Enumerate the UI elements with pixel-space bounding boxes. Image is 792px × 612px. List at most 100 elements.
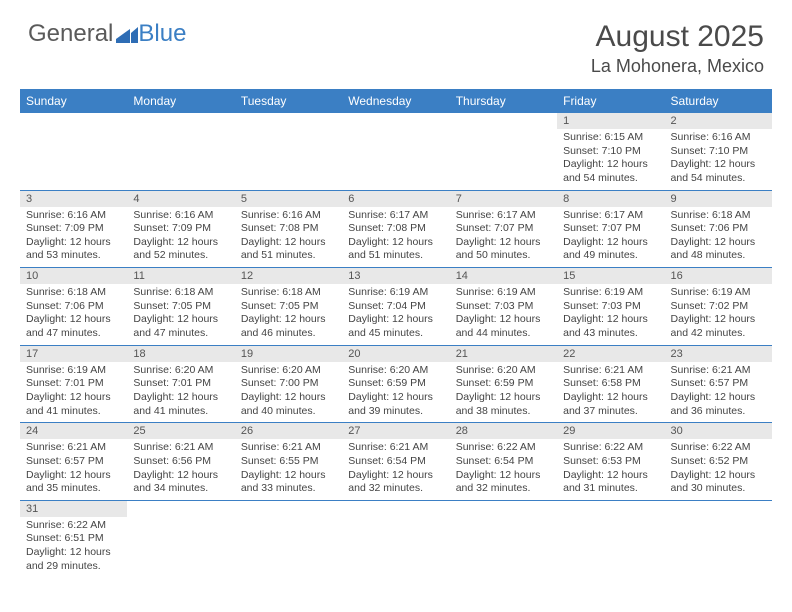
calendar-day-cell: 25Sunrise: 6:21 AMSunset: 6:56 PMDayligh… [127, 423, 234, 501]
calendar-day-cell: 8Sunrise: 6:17 AMSunset: 7:07 PMDaylight… [557, 190, 664, 268]
sunrise-text: Sunrise: 6:18 AM [26, 286, 121, 300]
calendar-day-cell: 4Sunrise: 6:16 AMSunset: 7:09 PMDaylight… [127, 190, 234, 268]
day-number: 20 [342, 346, 449, 362]
day-info: Sunrise: 6:22 AMSunset: 6:52 PMDaylight:… [665, 439, 772, 500]
day-info: Sunrise: 6:16 AMSunset: 7:08 PMDaylight:… [235, 207, 342, 268]
daylight-text: Daylight: 12 hours and 30 minutes. [671, 469, 766, 496]
sunrise-text: Sunrise: 6:19 AM [671, 286, 766, 300]
day-number: 26 [235, 423, 342, 439]
calendar-week-row: 24Sunrise: 6:21 AMSunset: 6:57 PMDayligh… [20, 423, 772, 501]
calendar-day-cell: 18Sunrise: 6:20 AMSunset: 7:01 PMDayligh… [127, 345, 234, 423]
sunrise-text: Sunrise: 6:22 AM [671, 441, 766, 455]
daylight-text: Daylight: 12 hours and 44 minutes. [456, 313, 551, 340]
sunrise-text: Sunrise: 6:19 AM [26, 364, 121, 378]
day-number: 11 [127, 268, 234, 284]
daylight-text: Daylight: 12 hours and 35 minutes. [26, 469, 121, 496]
sunrise-text: Sunrise: 6:21 AM [26, 441, 121, 455]
day-number: 13 [342, 268, 449, 284]
sunrise-text: Sunrise: 6:19 AM [456, 286, 551, 300]
day-number: 5 [235, 191, 342, 207]
daylight-text: Daylight: 12 hours and 39 minutes. [348, 391, 443, 418]
daylight-text: Daylight: 12 hours and 34 minutes. [133, 469, 228, 496]
day-info: Sunrise: 6:19 AMSunset: 7:01 PMDaylight:… [20, 362, 127, 423]
day-info: Sunrise: 6:22 AMSunset: 6:54 PMDaylight:… [450, 439, 557, 500]
day-info: Sunrise: 6:19 AMSunset: 7:03 PMDaylight:… [450, 284, 557, 345]
sunrise-text: Sunrise: 6:20 AM [348, 364, 443, 378]
calendar-day-cell: 30Sunrise: 6:22 AMSunset: 6:52 PMDayligh… [665, 423, 772, 501]
daylight-text: Daylight: 12 hours and 37 minutes. [563, 391, 658, 418]
day-info: Sunrise: 6:21 AMSunset: 6:54 PMDaylight:… [342, 439, 449, 500]
day-info: Sunrise: 6:20 AMSunset: 7:01 PMDaylight:… [127, 362, 234, 423]
day-info: Sunrise: 6:16 AMSunset: 7:10 PMDaylight:… [665, 129, 772, 190]
calendar-day-cell: 13Sunrise: 6:19 AMSunset: 7:04 PMDayligh… [342, 268, 449, 346]
day-info: Sunrise: 6:18 AMSunset: 7:06 PMDaylight:… [20, 284, 127, 345]
sunrise-text: Sunrise: 6:18 AM [671, 209, 766, 223]
sunset-text: Sunset: 7:00 PM [241, 377, 336, 391]
day-info: Sunrise: 6:16 AMSunset: 7:09 PMDaylight:… [20, 207, 127, 268]
day-info: Sunrise: 6:21 AMSunset: 6:57 PMDaylight:… [665, 362, 772, 423]
calendar-day-cell: 16Sunrise: 6:19 AMSunset: 7:02 PMDayligh… [665, 268, 772, 346]
day-info: Sunrise: 6:21 AMSunset: 6:57 PMDaylight:… [20, 439, 127, 500]
day-number: 18 [127, 346, 234, 362]
calendar-day-cell: 14Sunrise: 6:19 AMSunset: 7:03 PMDayligh… [450, 268, 557, 346]
daylight-text: Daylight: 12 hours and 45 minutes. [348, 313, 443, 340]
calendar-table: Sunday Monday Tuesday Wednesday Thursday… [20, 89, 772, 577]
calendar-day-cell [235, 113, 342, 190]
title-block: August 2025 La Mohonera, Mexico [591, 20, 764, 77]
sunrise-text: Sunrise: 6:18 AM [241, 286, 336, 300]
sunset-text: Sunset: 6:51 PM [26, 532, 121, 546]
weekday-header: Monday [127, 89, 234, 113]
daylight-text: Daylight: 12 hours and 33 minutes. [241, 469, 336, 496]
day-info: Sunrise: 6:18 AMSunset: 7:06 PMDaylight:… [665, 207, 772, 268]
calendar-week-row: 17Sunrise: 6:19 AMSunset: 7:01 PMDayligh… [20, 345, 772, 423]
calendar-week-row: 10Sunrise: 6:18 AMSunset: 7:06 PMDayligh… [20, 268, 772, 346]
calendar-day-cell: 6Sunrise: 6:17 AMSunset: 7:08 PMDaylight… [342, 190, 449, 268]
calendar-day-cell: 5Sunrise: 6:16 AMSunset: 7:08 PMDaylight… [235, 190, 342, 268]
sunset-text: Sunset: 7:08 PM [241, 222, 336, 236]
day-number: 29 [557, 423, 664, 439]
calendar-day-cell [665, 500, 772, 577]
daylight-text: Daylight: 12 hours and 51 minutes. [348, 236, 443, 263]
sunrise-text: Sunrise: 6:16 AM [133, 209, 228, 223]
sunrise-text: Sunrise: 6:19 AM [563, 286, 658, 300]
page-header: General Blue August 2025 La Mohonera, Me… [0, 0, 792, 85]
sunset-text: Sunset: 7:07 PM [563, 222, 658, 236]
daylight-text: Daylight: 12 hours and 32 minutes. [348, 469, 443, 496]
daylight-text: Daylight: 12 hours and 51 minutes. [241, 236, 336, 263]
daylight-text: Daylight: 12 hours and 50 minutes. [456, 236, 551, 263]
sunset-text: Sunset: 6:57 PM [26, 455, 121, 469]
daylight-text: Daylight: 12 hours and 38 minutes. [456, 391, 551, 418]
calendar-day-cell: 2Sunrise: 6:16 AMSunset: 7:10 PMDaylight… [665, 113, 772, 190]
weekday-header: Sunday [20, 89, 127, 113]
day-info: Sunrise: 6:22 AMSunset: 6:53 PMDaylight:… [557, 439, 664, 500]
sunset-text: Sunset: 6:53 PM [563, 455, 658, 469]
calendar-day-cell: 24Sunrise: 6:21 AMSunset: 6:57 PMDayligh… [20, 423, 127, 501]
daylight-text: Daylight: 12 hours and 41 minutes. [133, 391, 228, 418]
daylight-text: Daylight: 12 hours and 31 minutes. [563, 469, 658, 496]
logo-flag-icon [116, 22, 138, 38]
calendar-day-cell: 22Sunrise: 6:21 AMSunset: 6:58 PMDayligh… [557, 345, 664, 423]
day-number: 2 [665, 113, 772, 129]
sunrise-text: Sunrise: 6:15 AM [563, 131, 658, 145]
sunset-text: Sunset: 7:06 PM [671, 222, 766, 236]
daylight-text: Daylight: 12 hours and 46 minutes. [241, 313, 336, 340]
weekday-header: Friday [557, 89, 664, 113]
calendar-day-cell [127, 500, 234, 577]
day-number: 21 [450, 346, 557, 362]
day-info: Sunrise: 6:21 AMSunset: 6:56 PMDaylight:… [127, 439, 234, 500]
day-number: 27 [342, 423, 449, 439]
sunset-text: Sunset: 7:04 PM [348, 300, 443, 314]
sunset-text: Sunset: 7:03 PM [456, 300, 551, 314]
sunrise-text: Sunrise: 6:16 AM [241, 209, 336, 223]
daylight-text: Daylight: 12 hours and 43 minutes. [563, 313, 658, 340]
sunset-text: Sunset: 7:07 PM [456, 222, 551, 236]
day-info: Sunrise: 6:15 AMSunset: 7:10 PMDaylight:… [557, 129, 664, 190]
calendar-week-row: 3Sunrise: 6:16 AMSunset: 7:09 PMDaylight… [20, 190, 772, 268]
sunset-text: Sunset: 6:57 PM [671, 377, 766, 391]
logo-text-blue: Blue [138, 20, 186, 48]
sunrise-text: Sunrise: 6:17 AM [563, 209, 658, 223]
sunrise-text: Sunrise: 6:17 AM [456, 209, 551, 223]
weekday-header: Saturday [665, 89, 772, 113]
calendar-day-cell: 10Sunrise: 6:18 AMSunset: 7:06 PMDayligh… [20, 268, 127, 346]
sunset-text: Sunset: 6:58 PM [563, 377, 658, 391]
